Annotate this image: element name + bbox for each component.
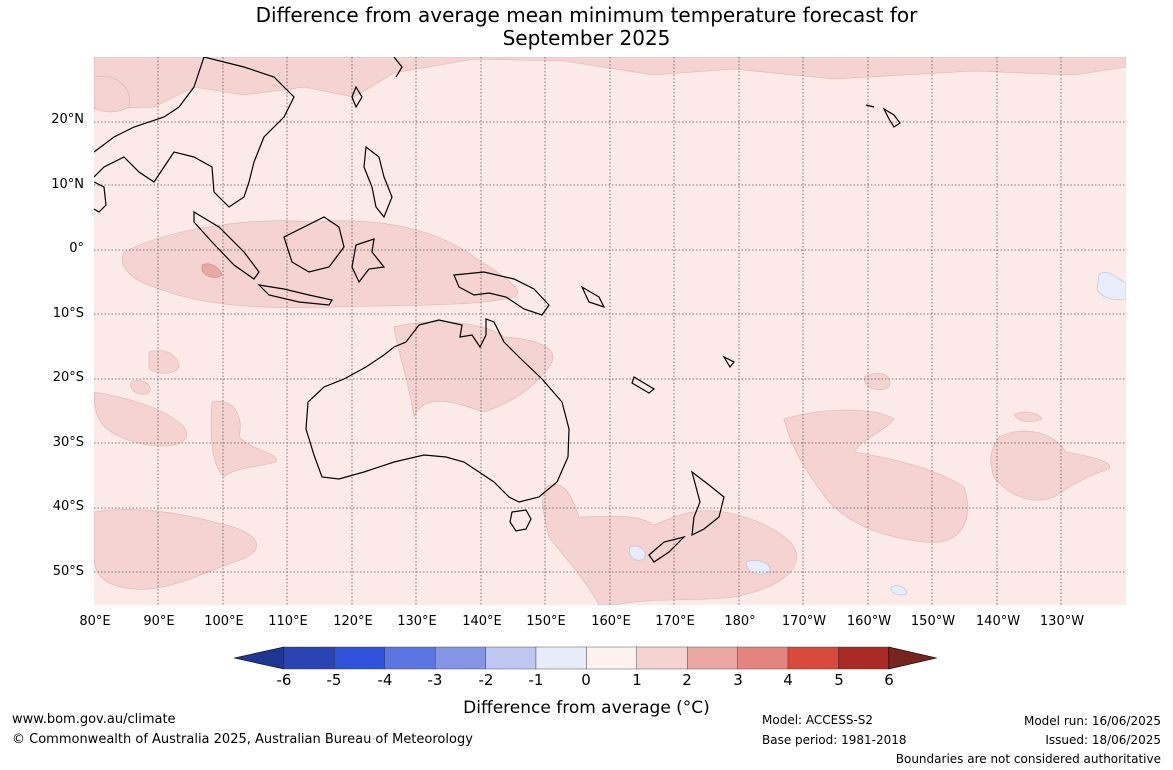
colorbar-tick: -4 bbox=[377, 671, 393, 689]
issued-date: Issued: 18/06/2025 bbox=[1045, 733, 1161, 747]
lon-label-140w: 140°W bbox=[975, 614, 1021, 629]
base-period: Base period: 1981-2018 bbox=[762, 733, 907, 747]
colorbar-extend-low bbox=[234, 646, 285, 670]
lon-label-160w: 160°W bbox=[846, 614, 892, 629]
colorbar-segment bbox=[586, 646, 637, 670]
colorbar-tick: 2 bbox=[682, 671, 692, 689]
lon-label-130e: 130°E bbox=[397, 614, 437, 629]
colorbar-segments bbox=[234, 646, 937, 670]
map-title: Difference from average mean minimum tem… bbox=[0, 4, 1173, 50]
map-title-line2: September 2025 bbox=[502, 26, 671, 50]
lon-label-150e: 150°E bbox=[526, 614, 566, 629]
lat-label-20s: 20°S bbox=[52, 370, 84, 385]
lat-label-10n: 10°N bbox=[51, 177, 84, 192]
lon-label-100e: 100°E bbox=[204, 614, 244, 629]
colorbar-segment bbox=[535, 646, 587, 670]
lat-label-20n: 20°N bbox=[51, 112, 84, 127]
colorbar-segment bbox=[687, 646, 738, 670]
lon-label-150w: 150°W bbox=[910, 614, 956, 629]
colorbar-segment bbox=[485, 646, 537, 670]
colorbar-segment bbox=[384, 646, 436, 670]
colorbar-extend-high bbox=[888, 646, 937, 670]
lon-label-180: 180° bbox=[724, 614, 756, 629]
lat-label-40s: 40°S bbox=[52, 499, 84, 514]
colorbar-tick: -2 bbox=[478, 671, 494, 689]
colorbar-tick: -1 bbox=[528, 671, 544, 689]
model-name: Model: ACCESS-S2 bbox=[762, 713, 874, 727]
lon-label-140e: 140°E bbox=[462, 614, 502, 629]
lon-label-80e: 80°E bbox=[79, 614, 111, 629]
colorbar-tick: -5 bbox=[326, 671, 342, 689]
lat-label-10s: 10°S bbox=[52, 306, 84, 321]
map-title-line1: Difference from average mean minimum tem… bbox=[255, 3, 918, 27]
colorbar-segment bbox=[636, 646, 688, 670]
lon-label-130w: 130°W bbox=[1039, 614, 1085, 629]
graticule bbox=[94, 57, 1126, 605]
anomaly-1-2-regions bbox=[94, 57, 1126, 605]
lon-label-110e: 110°E bbox=[268, 614, 308, 629]
colorbar-segment bbox=[787, 646, 839, 670]
map-canvas bbox=[94, 57, 1126, 605]
forecast-map bbox=[94, 57, 1126, 605]
colorbar-tick: 5 bbox=[834, 671, 844, 689]
colorbar-tick: -3 bbox=[427, 671, 443, 689]
colorbar-tick: 4 bbox=[783, 671, 793, 689]
boundaries-disclaimer: Boundaries are not considered authoritat… bbox=[895, 752, 1161, 766]
copyright-text: © Commonwealth of Australia 2025, Austra… bbox=[12, 732, 473, 747]
colorbar-tick: 6 bbox=[884, 671, 894, 689]
model-run-date: Model run: 16/06/2025 bbox=[1023, 714, 1161, 728]
colorbar-tick: 0 bbox=[581, 671, 591, 689]
lat-label-50s: 50°S bbox=[52, 564, 84, 579]
colorbar bbox=[234, 646, 937, 670]
colorbar-tick: 1 bbox=[632, 671, 642, 689]
lon-label-160e: 160°E bbox=[591, 614, 631, 629]
website-link[interactable]: www.bom.gov.au/climate bbox=[12, 712, 176, 727]
lat-label-0: 0° bbox=[69, 241, 84, 256]
lon-label-90e: 90°E bbox=[143, 614, 175, 629]
anomaly-2-3-region bbox=[201, 263, 223, 278]
colorbar-segment bbox=[434, 646, 486, 670]
colorbar-tick: -6 bbox=[276, 671, 292, 689]
lon-label-170w: 170°W bbox=[781, 614, 827, 629]
colorbar-label: Difference from average (°C) bbox=[463, 698, 710, 718]
colorbar-segment bbox=[283, 646, 335, 670]
colorbar-segment bbox=[838, 646, 890, 670]
lon-label-170e: 170°E bbox=[655, 614, 695, 629]
colorbar-tick: 3 bbox=[733, 671, 743, 689]
lon-label-120e: 120°E bbox=[333, 614, 373, 629]
coastlines bbox=[94, 57, 901, 563]
colorbar-segment bbox=[737, 646, 789, 670]
colorbar-segment bbox=[334, 646, 386, 670]
lat-label-30s: 30°S bbox=[52, 435, 84, 450]
negative-anomaly-regions bbox=[629, 272, 1126, 596]
